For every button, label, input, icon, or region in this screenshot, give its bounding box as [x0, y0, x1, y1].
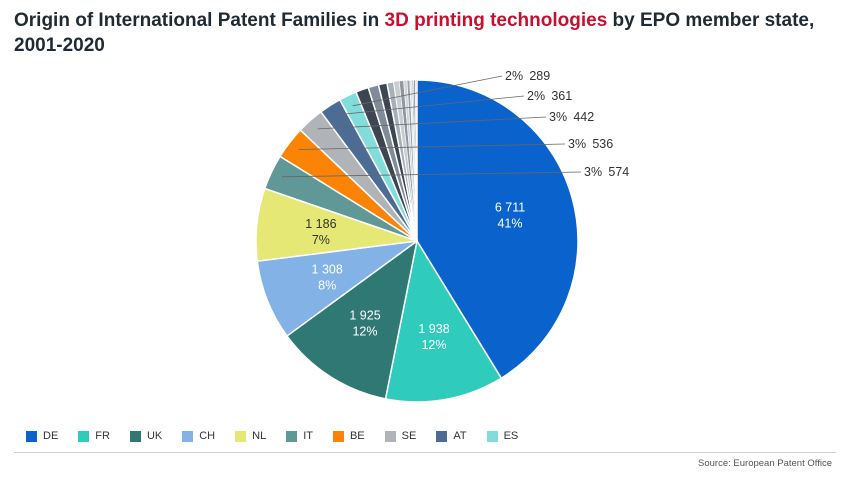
legend-item-uk: UK: [129, 430, 163, 442]
legend-label-de: DE: [43, 430, 59, 442]
slice-label-es: 2% 289: [505, 69, 550, 83]
slice-pct-label-ch: 8%: [318, 279, 336, 293]
slice-value-label-uk: 1 925: [349, 308, 380, 322]
legend-label-se: SE: [401, 430, 417, 442]
legend-swatch-uk: [129, 430, 141, 442]
leader-line-es: [352, 75, 503, 107]
title-highlight: 3D printing technologies: [384, 10, 608, 31]
legend-item-it: IT: [286, 430, 313, 442]
legend: DE FR UK CH NL IT BE SE AT ES: [26, 430, 538, 442]
legend-swatch-at: [436, 430, 448, 442]
leader-line-be: [298, 143, 566, 150]
slice-label-at: 2% 361: [527, 89, 572, 103]
title-line2: 2001-2020: [14, 35, 105, 56]
title-part1: Origin of International Patent Families …: [14, 10, 385, 31]
legend-swatch-ch: [182, 430, 194, 442]
legend-swatch-es: [486, 430, 498, 442]
legend-item-se: SE: [384, 430, 417, 442]
legend-label-es: ES: [503, 430, 519, 442]
legend-swatch-it: [286, 430, 298, 442]
legend-label-uk: UK: [146, 430, 163, 442]
legend-item-es: ES: [486, 430, 519, 442]
legend-label-fr: FR: [95, 430, 110, 442]
legend-swatch-fr: [78, 430, 90, 442]
legend-item-at: AT: [436, 430, 467, 442]
slice-label-se: 3% 442: [549, 110, 594, 124]
slice-pct-label-fr: 12%: [421, 338, 446, 352]
slice-pct-label-de: 41%: [497, 217, 522, 231]
slice-value-label-fr: 1 938: [418, 322, 449, 336]
slice-pct-label-uk: 12%: [352, 324, 377, 338]
legend-swatch-se: [384, 430, 396, 442]
legend-item-ch: CH: [182, 430, 215, 442]
slice-value-label-ch: 1 308: [312, 263, 343, 277]
chart-title: Origin of International Patent Families …: [14, 8, 834, 58]
leader-line-it: [281, 171, 582, 178]
slice-pct-label-nl: 7%: [312, 233, 330, 247]
leader-line-se: [317, 116, 547, 130]
legend-item-de: DE: [26, 430, 58, 442]
legend-label-be: BE: [349, 430, 365, 442]
pie-slice-uk: [285, 239, 419, 400]
slice-value-label-nl: 1 186: [305, 217, 336, 231]
pie-slice-fr: [384, 238, 503, 403]
legend-swatch-be: [332, 430, 344, 442]
slice-label-be: 3% 536: [568, 137, 613, 151]
legend-item-nl: NL: [235, 430, 266, 442]
legend-label-it: IT: [303, 430, 313, 442]
legend-label-at: AT: [453, 430, 467, 442]
legend-swatch-de: [26, 430, 37, 442]
title-part2: by EPO member state,: [607, 10, 815, 31]
slice-label-it: 3% 574: [584, 165, 629, 179]
pie-slice-de: [416, 79, 579, 380]
legend-label-ch: CH: [199, 430, 216, 442]
slice-value-label-de: 6 711: [495, 201, 525, 215]
slice-labels: 6 711 41% 1 938 12% 1 925 12% 1 308 8% 1 186 7% 3%…: [281, 69, 629, 352]
source-note: Source: European Patent Office: [698, 458, 832, 469]
legend-label-nl: NL: [252, 430, 267, 442]
pie-slice-other-22: [415, 79, 418, 242]
legend-swatch-nl: [235, 430, 247, 442]
legend-item-fr: FR: [78, 430, 110, 442]
legend-item-be: BE: [332, 430, 365, 442]
leader-line-at: [336, 95, 525, 116]
divider: [14, 452, 836, 453]
